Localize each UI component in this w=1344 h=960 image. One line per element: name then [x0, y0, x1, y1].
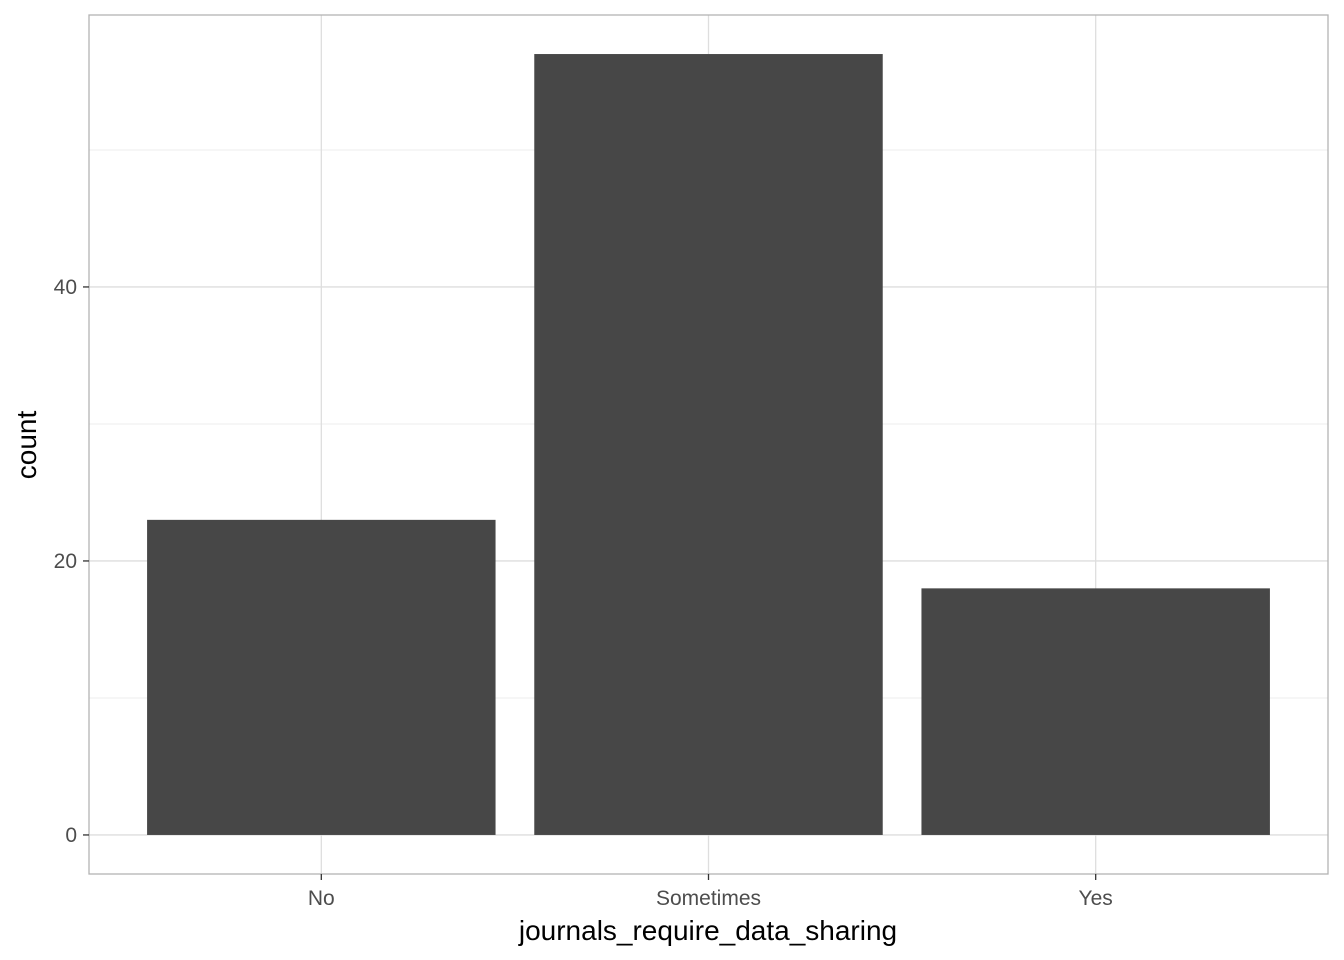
bar-no: [147, 519, 496, 835]
bars-group: [147, 54, 1270, 835]
x-axis: No Sometimes Yes: [308, 874, 1113, 910]
x-tick-label: Sometimes: [656, 887, 761, 910]
x-tick-label: No: [308, 887, 335, 910]
y-tick-label: 40: [54, 276, 77, 299]
bar-yes: [921, 588, 1270, 835]
x-axis-title: journals_require_data_sharing: [518, 915, 897, 946]
y-tick-label: 0: [65, 824, 77, 847]
y-axis-title: count: [11, 411, 42, 480]
y-tick-label: 20: [54, 550, 77, 573]
y-axis: 0 20 40: [54, 276, 89, 847]
x-tick-label: Yes: [1079, 887, 1113, 910]
bar-sometimes: [534, 54, 883, 835]
